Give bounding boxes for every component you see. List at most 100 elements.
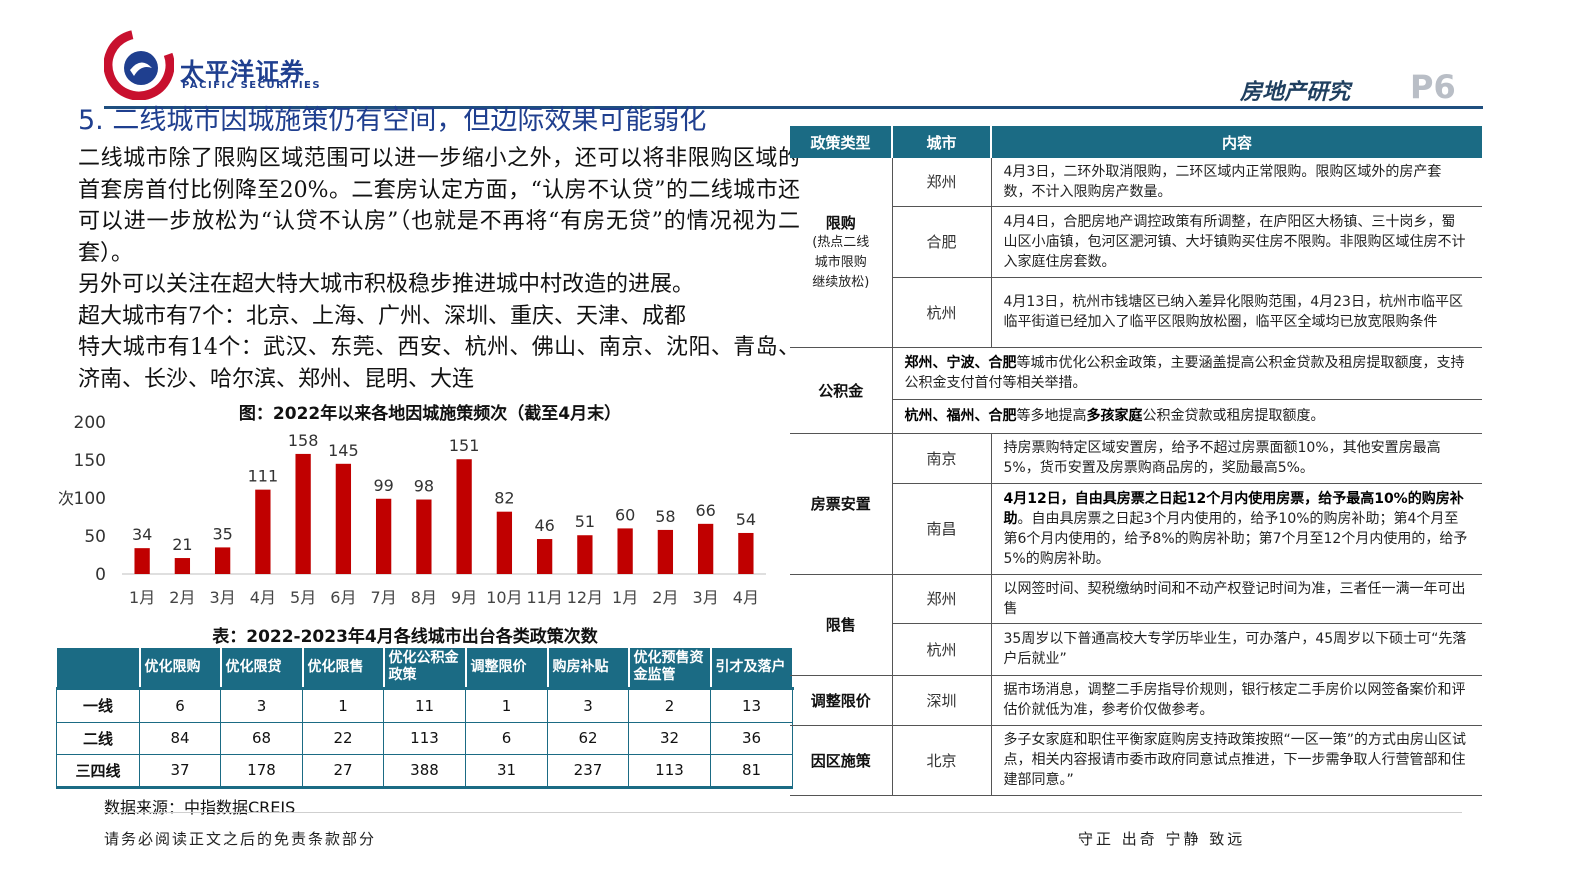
highlight-cities: 郑州、宁波、合肥 <box>904 355 1017 371</box>
table-cell: 113 <box>383 721 466 755</box>
city-cell: 深圳 <box>892 675 992 726</box>
bar-value-label: 51 <box>575 512 595 531</box>
table-cell: 36 <box>710 721 793 755</box>
table-row: 杭州、福州、合肥等多地提高多孩家庭公积金贷款或租房提取额度。 <box>790 399 1482 434</box>
policy-count-table: 优化限购 优化限贷 优化限售 优化公积金政策 调整限价 购房补贴 优化预售资金监… <box>56 646 794 789</box>
table-header-cell: 优化限购 <box>138 646 222 690</box>
header-content: 内容 <box>990 126 1482 158</box>
bar-value-label: 151 <box>449 436 480 455</box>
bar <box>134 548 150 574</box>
bar-value-label: 82 <box>494 489 514 508</box>
table-header-cell: 优化限售 <box>301 646 385 690</box>
x-tick-label: 1月 <box>129 588 155 607</box>
table-cell: 113 <box>628 753 711 789</box>
company-name-en: PACIFIC SECURITIES <box>182 80 322 91</box>
section-label: 房地产研究 <box>1240 79 1351 105</box>
table-header-cell: 引才及落户 <box>709 646 794 690</box>
x-tick-label: 3月 <box>693 588 719 607</box>
x-tick-labels: 1月 2月 3月 4月 5月 6月 7月 8月 9月 10月 11月 12月 1月 2月 3月 4月 <box>129 588 759 607</box>
city-policy-table: 政策类型 城市 内容 限购 (热点二线 城市限购 继续放松) 郑州 4月3日，二… <box>790 126 1482 796</box>
footer-disclaimer: 请务必阅读正文之后的免责条款部分 <box>104 830 377 848</box>
content-text: 公积金贷款或租房提取额度。 <box>1142 408 1325 424</box>
table-cell: 13 <box>710 687 793 723</box>
x-tick-label: 10月 <box>486 588 522 607</box>
policy-type-label: 限购 <box>825 213 856 232</box>
table-row: 一线 6 3 1 11 1 3 2 13 <box>56 687 793 723</box>
policy-type-note: (热点二线 <box>812 234 870 250</box>
y-tick-label: 150 <box>74 451 106 471</box>
bar-value-label: 46 <box>534 516 554 535</box>
table-row: 二线 84 68 22 113 6 62 32 36 <box>56 721 793 755</box>
table-cell: 388 <box>383 753 466 789</box>
bar-value-label: 60 <box>615 505 635 524</box>
x-tick-label: 4月 <box>733 588 759 607</box>
content-text: 等城市优化公积金政策，主要涵盖提高公积金贷款及租房提取额度，支持公积金支付首付等… <box>904 355 1465 391</box>
bar <box>174 558 191 574</box>
table-title: 表：2022-2023年4月各线城市出台各类政策次数 <box>212 627 598 647</box>
table-row: 南昌 4月12日，自由具房票之日起12个月内使用房票，给予最高10%的购房补助。… <box>790 483 1482 575</box>
bar-value-label: 21 <box>172 535 192 554</box>
header-divider <box>104 106 1483 109</box>
bar-value-label: 158 <box>288 431 319 450</box>
policy-type-note: 继续放松) <box>812 274 870 290</box>
x-tick-label: 2月 <box>169 588 195 607</box>
table-row: 限购 (热点二线 城市限购 继续放松) 郑州 4月3日，二环外取消限购，二环区域… <box>790 158 1482 348</box>
table-header-cell: 优化预售资金监管 <box>627 646 712 690</box>
bar <box>335 463 352 574</box>
table-cell: 22 <box>302 721 384 755</box>
paragraph: 特大城市有14个：武汉、东莞、西安、杭州、佛山、南京、沈阳、青岛、济南、长沙、哈… <box>78 335 800 392</box>
bar-value-label: 145 <box>328 441 359 460</box>
footer-divider <box>104 812 1462 813</box>
y-tick-label: 100 <box>74 489 106 509</box>
content-text: 等多地提高 <box>1016 408 1087 424</box>
x-tick-label: 11月 <box>526 588 562 607</box>
y-tick-label: 200 <box>74 413 106 433</box>
bar <box>295 453 311 574</box>
x-tick-label: 3月 <box>210 588 236 607</box>
content-cell: 4月3日，二环外取消限购，二环区域内正常限购。限购区域外的房产套数，不计入限购房… <box>991 158 1482 207</box>
policy-type-cell: 调整限价 <box>790 675 893 726</box>
content-cell: 郑州、宁波、合肥等城市优化公积金政策，主要涵盖提高公积金贷款及租房提取额度，支持… <box>892 347 1482 400</box>
company-logo-icon <box>104 30 174 100</box>
y-axis-label: 次 <box>58 489 74 508</box>
table-cell: 31 <box>465 753 548 789</box>
footer-slogan: 守正 出奇 宁静 致远 <box>1078 830 1246 848</box>
city-cell: 杭州 <box>892 277 992 348</box>
policy-type-cell: 限售 <box>790 574 893 676</box>
body-text: 二线城市除了限购区域范围可以进一步缩小之外，还可以将非限购区域的首套房首付比例降… <box>78 143 800 395</box>
header-policy-type: 政策类型 <box>790 126 893 158</box>
table-row: 合肥 4月4日，合肥房地产调控政策有所调整，在庐阳区大杨镇、三十岗乡，蜀山区小庙… <box>790 206 1482 278</box>
bar <box>577 535 593 574</box>
bar <box>416 499 432 574</box>
row-header: 三四线 <box>56 753 140 789</box>
bar <box>617 528 633 574</box>
policy-type-note: 城市限购 <box>814 254 867 270</box>
table-cell: 11 <box>383 687 466 723</box>
table-row: 杭州 4月13日，杭州市钱塘区已纳入差异化限购范围，4月23日，杭州市临平区临平… <box>790 277 1482 348</box>
x-tick-label: 8月 <box>411 588 437 607</box>
table-row: 杭州 35周岁以下普通高校大专学历毕业生，可办落户，45周岁以下硕士可“先落户后… <box>790 623 1482 676</box>
table-cell: 27 <box>302 753 384 789</box>
chart-title: 图：2022年以来各地因城施策频次（截至4月末） <box>238 404 622 424</box>
policy-type-cell: 因区施策 <box>790 725 893 796</box>
bar-value-label: 99 <box>373 476 393 495</box>
table-cell: 37 <box>139 753 221 789</box>
bar-value-label: 54 <box>736 510 756 529</box>
policy-frequency-chart: 0 50 100 150 200 34 21 35 111 158 145 99 98 151 82 46 5… <box>58 413 766 607</box>
table-cell: 6 <box>139 687 221 723</box>
city-cell: 南昌 <box>892 483 992 575</box>
table-row: 调整限价 深圳 据市场消息，调整二手房指导价规则，银行核定二手房价以网签备案价和… <box>790 675 1482 726</box>
content-cell: 据市场消息，调整二手房指导价规则，银行核定二手房价以网签备案价和评估价就低为准，… <box>991 675 1482 726</box>
content-cell: 以网签时间、契税缴纳时间和不动产权登记时间为准，三者任一满一年可出售 <box>991 574 1482 624</box>
table-cell: 3 <box>220 687 303 723</box>
city-cell: 北京 <box>892 725 992 796</box>
table-cell: 62 <box>547 721 629 755</box>
table-cell: 32 <box>628 721 711 755</box>
bar <box>697 523 714 574</box>
city-cell: 杭州 <box>892 623 992 676</box>
bar-value-label: 66 <box>695 501 715 520</box>
table-row: 三四线 37 178 27 388 31 237 113 81 <box>56 753 793 789</box>
city-cell: 郑州 <box>892 574 992 624</box>
data-labels: 34 21 35 111 158 145 99 98 151 82 46 51 60 58 66 54 <box>132 431 756 554</box>
table-cell: 178 <box>220 753 303 789</box>
